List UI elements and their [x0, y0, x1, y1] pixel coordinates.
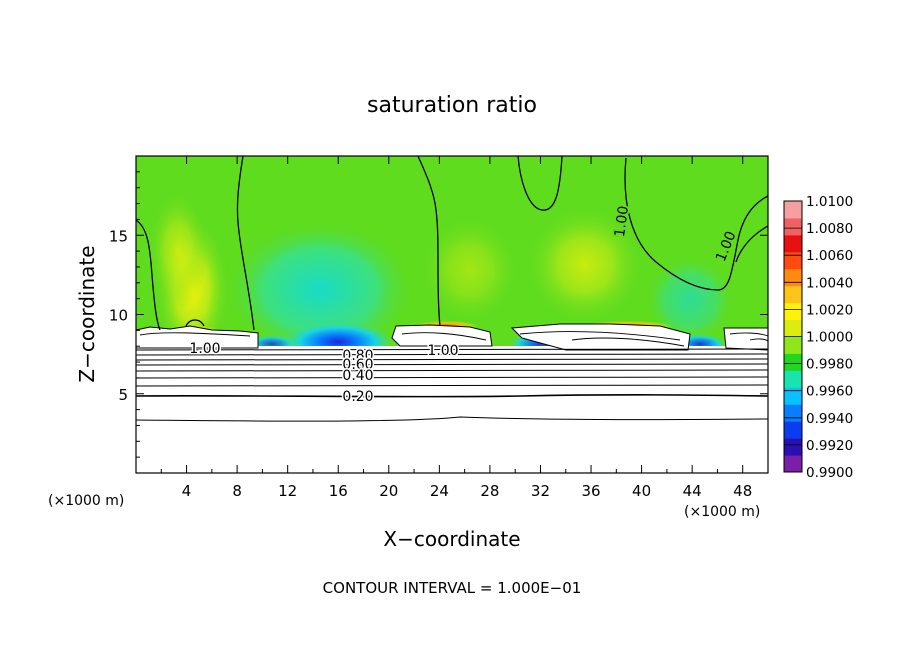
- colorbar: 1.0100 1.0080 1.0060 1.0040 1.0020 1.0000 0.99…: [783, 194, 853, 481]
- x-tick-label: 36: [581, 482, 600, 500]
- contour-label: 0.20: [342, 389, 373, 405]
- colorbar-swatch: [784, 336, 802, 354]
- x-tick-label: 32: [531, 482, 550, 500]
- colorbar-swatch: [784, 251, 802, 270]
- colorbar-swatch: [784, 421, 802, 439]
- colorbar-swatch: [784, 353, 802, 371]
- x-tick-label: 48: [733, 482, 752, 500]
- x-tick-label: 12: [278, 482, 297, 500]
- colorbar-swatch: [784, 285, 802, 304]
- cloud-inner-contours: [139, 331, 768, 347]
- colorbar-label: 0.9960: [806, 384, 853, 400]
- contour-label: 0.60: [342, 357, 373, 373]
- contour-label: 1.00: [427, 343, 458, 359]
- colorbar-swatch: [784, 268, 802, 287]
- y-tick-label: 5: [118, 386, 128, 404]
- y-tick-label: 10: [109, 307, 128, 325]
- x-tick-label: 24: [430, 482, 449, 500]
- lower-region: [136, 346, 768, 473]
- contour-lines-upper: [136, 156, 768, 331]
- colorbar-label: 1.0100: [806, 194, 853, 210]
- dry-zone-right: [645, 255, 735, 345]
- z-unit-label: (×1000 m): [48, 493, 124, 509]
- x-tick-label: 28: [480, 482, 499, 500]
- colorbar-swatch: [784, 234, 802, 253]
- contour-interval-note: CONTOUR INTERVAL = 1.000E−01: [323, 579, 582, 597]
- contour-label: 0.80: [342, 348, 373, 364]
- colorbar-swatch: [784, 302, 802, 321]
- cloud-blobs: [136, 323, 768, 351]
- x-tick-label: 8: [232, 482, 242, 500]
- colorbar-swatch: [784, 319, 802, 337]
- colorbar-swatch: [784, 438, 802, 456]
- colorbar-label: 0.9980: [806, 357, 853, 373]
- colorbar-label: 1.0040: [806, 275, 853, 291]
- moist-plume-right: [525, 205, 645, 325]
- x-axis-label: X−coordinate: [383, 527, 520, 551]
- moist-plume-mid: [420, 215, 520, 325]
- colorbar-swatch: [784, 404, 802, 422]
- contour-label: 0.40: [342, 368, 373, 384]
- colorbar-swatch: [784, 455, 802, 473]
- colorbar-swatch: [784, 217, 802, 236]
- colorbar-label: 1.0080: [806, 221, 853, 237]
- x-unit-label: (×1000 m): [684, 504, 760, 520]
- colorbar-swatch: [784, 201, 802, 219]
- y-axis-label: Z−coordinate: [75, 245, 99, 382]
- x-tick-label: 20: [379, 482, 398, 500]
- colorbar-label: 0.9940: [806, 411, 853, 427]
- dry-zone-center: [225, 220, 415, 360]
- x-tick-label: 40: [632, 482, 651, 500]
- colorbar-label: 0.9920: [806, 438, 853, 454]
- x-tick-label: 44: [683, 482, 702, 500]
- colorbar-label: 1.0060: [806, 248, 853, 264]
- colorbar-label: 0.9900: [806, 465, 853, 481]
- y-tick-label: 15: [109, 227, 128, 245]
- x-axis: 4 8 12 16 20 24 28 32 36 40 44 48: [160, 156, 752, 500]
- colorbar-label: 1.0020: [806, 302, 853, 318]
- contour-label: 1.00: [189, 341, 220, 357]
- colorbar-swatch: [784, 370, 802, 388]
- x-tick-label: 16: [329, 482, 348, 500]
- colorbar-swatch: [784, 387, 802, 405]
- moist-plume-left-2: [148, 190, 208, 310]
- x-tick-label: 4: [182, 482, 192, 500]
- chart-title: saturation ratio: [367, 93, 537, 118]
- colorbar-label: 1.0000: [806, 330, 853, 346]
- y-axis: 5 10 15: [109, 171, 768, 458]
- plot-area: [136, 156, 768, 473]
